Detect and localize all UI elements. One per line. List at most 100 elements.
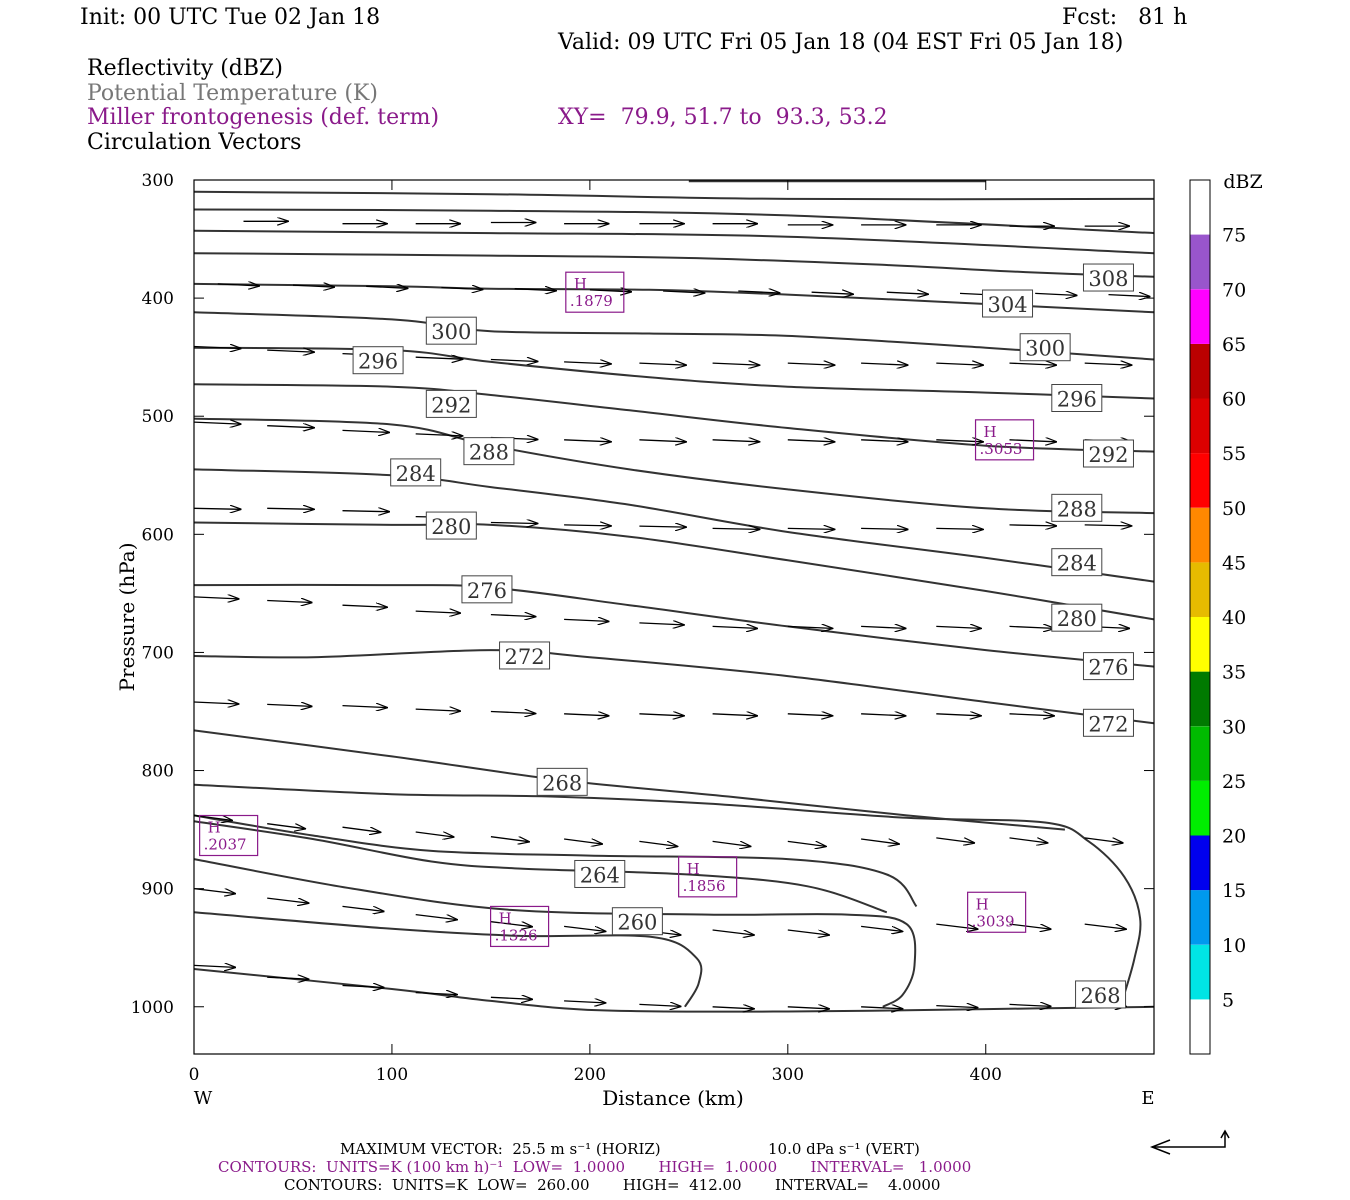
x-tick-label: 100 [376, 1065, 408, 1085]
frontogenesis-max-label: H [574, 275, 587, 293]
contour-label-box [574, 859, 626, 888]
circulation-vector [342, 706, 387, 708]
colorbar-level: 25 [1222, 771, 1246, 793]
colorbar-level: 10 [1222, 935, 1246, 957]
frontogenesis-max-box [967, 891, 1027, 933]
x-tick-label: 300 [772, 1065, 804, 1085]
frontogenesis-max-value: .1326 [495, 926, 538, 944]
section-endpoints: XY= 79.9, 51.7 to 93.3, 53.2 [558, 105, 888, 130]
forecast-hour: Fcst: 81 h [1062, 5, 1188, 30]
colorbar-level: 75 [1222, 225, 1246, 247]
contour-label-box [425, 316, 477, 345]
dbz-colorbar: 5 10 15 20 25 30 35 40 45 50 55 60 65 70 75 [1189, 179, 1246, 1055]
theta-contour [193, 208, 1155, 235]
circulation-vector [267, 426, 314, 428]
contour-label: 260 [617, 911, 657, 935]
circulation-vector [193, 814, 232, 820]
circulation-vector [292, 285, 334, 287]
theta-contour [193, 229, 1155, 255]
colorbar-level: 55 [1222, 443, 1246, 465]
frontogenesis-max-label: H [499, 909, 512, 927]
circulation-vector [861, 714, 905, 716]
circulation-vector [267, 350, 314, 352]
circulation-vector [193, 422, 241, 424]
circulation-vector [490, 836, 529, 842]
frontogenesis-max-box [489, 905, 550, 948]
circulation-vector [861, 440, 908, 442]
contour-label: 276 [467, 579, 507, 603]
circulation-vector [267, 823, 305, 829]
circulation-vector [193, 965, 235, 967]
circulation-vector [936, 923, 977, 929]
valid-time: Valid: 09 UTC Fri 05 Jan 18 (04 EST Fri … [558, 30, 1124, 55]
colorbar-segment [1190, 562, 1210, 617]
contour-label-box [536, 767, 588, 796]
contour-label: 268 [1081, 984, 1121, 1008]
circulation-vector [415, 709, 461, 711]
contour-label: 304 [987, 293, 1027, 317]
contour-label-box [982, 289, 1034, 318]
y-tick-label: 900 [142, 880, 174, 900]
contour-info-frontogenesis: CONTOURS: UNITS=K (100 km h)⁻¹ LOW= 1.00… [218, 1158, 972, 1176]
circulation-vector [936, 1006, 977, 1008]
y-tick-label: 400 [142, 289, 174, 309]
colorbar-segment [1190, 343, 1210, 399]
circulation-vector [490, 712, 536, 714]
theta-contour [193, 468, 1155, 583]
circulation-vector [1009, 714, 1055, 716]
circulation-vector [564, 838, 602, 844]
theta-contour [193, 911, 703, 1008]
circulation-vector [861, 838, 899, 844]
theta-contour [193, 311, 1155, 361]
circulation-vector [490, 997, 532, 999]
theta-contour [193, 190, 1155, 201]
colorbar-level: 65 [1222, 334, 1246, 356]
circulation-vector [1009, 363, 1057, 365]
contour-label-box [1082, 708, 1134, 737]
circulation-vector [415, 357, 463, 359]
y-tick-label: 800 [142, 762, 174, 782]
contour-label: 268 [542, 771, 582, 795]
circulation-vector [811, 292, 853, 294]
circulation-vector [861, 1007, 902, 1009]
theta-contour [193, 521, 1155, 621]
circulation-vector [936, 626, 981, 628]
circulation-vector [787, 1007, 829, 1009]
circulation-vector [490, 921, 532, 927]
circulation-vector [1009, 626, 1055, 628]
circulation-vector [712, 440, 760, 442]
circulation-vector [342, 905, 384, 911]
circulation-vector [936, 837, 974, 843]
contour-label-box [390, 458, 442, 487]
colorbar-segment [1190, 507, 1210, 563]
x-tick-label: 0 [189, 1065, 200, 1085]
circulation-vector [267, 897, 308, 903]
reference-vector-icon [1149, 1129, 1230, 1155]
circulation-vector [564, 440, 611, 442]
circulation-vector [490, 360, 538, 362]
circulation-vector [564, 362, 611, 364]
circulation-vector [886, 292, 928, 294]
contour-label: 280 [431, 515, 471, 539]
colorbar-level: 5 [1222, 989, 1234, 1011]
theta-contour [193, 783, 1142, 1008]
circulation-vector [639, 363, 686, 365]
circulation-vector [267, 601, 312, 603]
theta-contour [193, 346, 1155, 400]
colorbar-level: 20 [1222, 826, 1246, 848]
circulation-vector [1084, 923, 1126, 929]
circulation-vector [342, 605, 387, 607]
legend-theta: Potential Temperature (K) [87, 81, 378, 106]
theta-contour [193, 858, 917, 1008]
contour-label-box [611, 907, 663, 936]
frontogenesis-max-value: .2037 [204, 836, 247, 854]
circulation-vector [193, 597, 239, 599]
contour-label-box [499, 641, 551, 670]
frontogenesis-max-box [199, 814, 259, 857]
circulation-vector [564, 1001, 605, 1003]
colorbar-segment [1190, 234, 1210, 290]
y-axis-label: Pressure (hPa) [115, 543, 139, 692]
circulation-vector [936, 714, 981, 716]
circulation-vector [861, 925, 902, 931]
circulation-vector [342, 826, 381, 832]
